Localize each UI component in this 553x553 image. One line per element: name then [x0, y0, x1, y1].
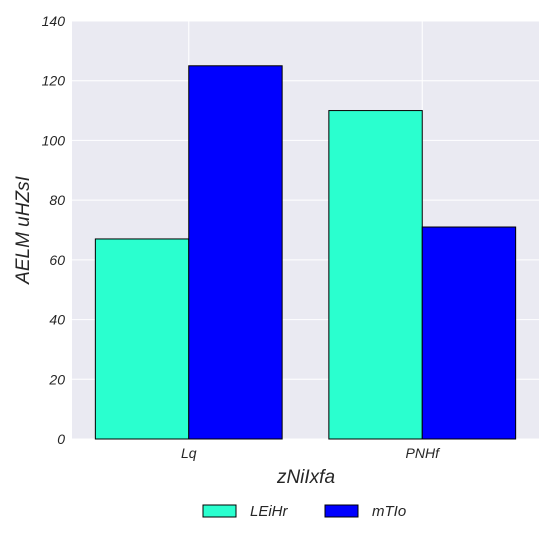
x-tick-label: Lq — [181, 445, 197, 461]
bar-LEiHr-Lq — [94, 238, 190, 440]
legend-label-mTIo: mTIo — [372, 503, 406, 520]
y-tick-label: 140 — [42, 13, 66, 29]
legend-swatch-LEiHr — [202, 504, 237, 518]
bar-mTIo-PNHf — [421, 226, 517, 440]
x-axis-title: zNiIxfa — [276, 467, 335, 488]
y-tick-label: 80 — [49, 192, 65, 208]
y-tick-label: 100 — [42, 132, 66, 148]
bar-LEiHr-PNHf — [328, 110, 423, 440]
bar-mTIo-Lq — [188, 65, 283, 440]
x-axis-ticks: Lq PNHf — [181, 445, 441, 461]
y-tick-label: 60 — [49, 252, 65, 268]
y-tick-label: 0 — [57, 431, 65, 447]
y-tick-label: 40 — [49, 312, 65, 328]
y-axis-title: AELM uHZsI — [13, 175, 34, 284]
y-tick-label: 20 — [48, 371, 65, 387]
x-tick-label: PNHf — [406, 445, 442, 461]
legend-label-LEiHr: LEiHr — [250, 503, 289, 520]
legend-swatch-mTIo — [324, 504, 359, 518]
y-axis-ticks: 0 20 40 60 80 100 120 140 — [42, 13, 66, 447]
y-tick-label: 120 — [42, 73, 66, 89]
bars — [94, 65, 517, 440]
legend: LEiHr mTIo — [202, 503, 406, 520]
